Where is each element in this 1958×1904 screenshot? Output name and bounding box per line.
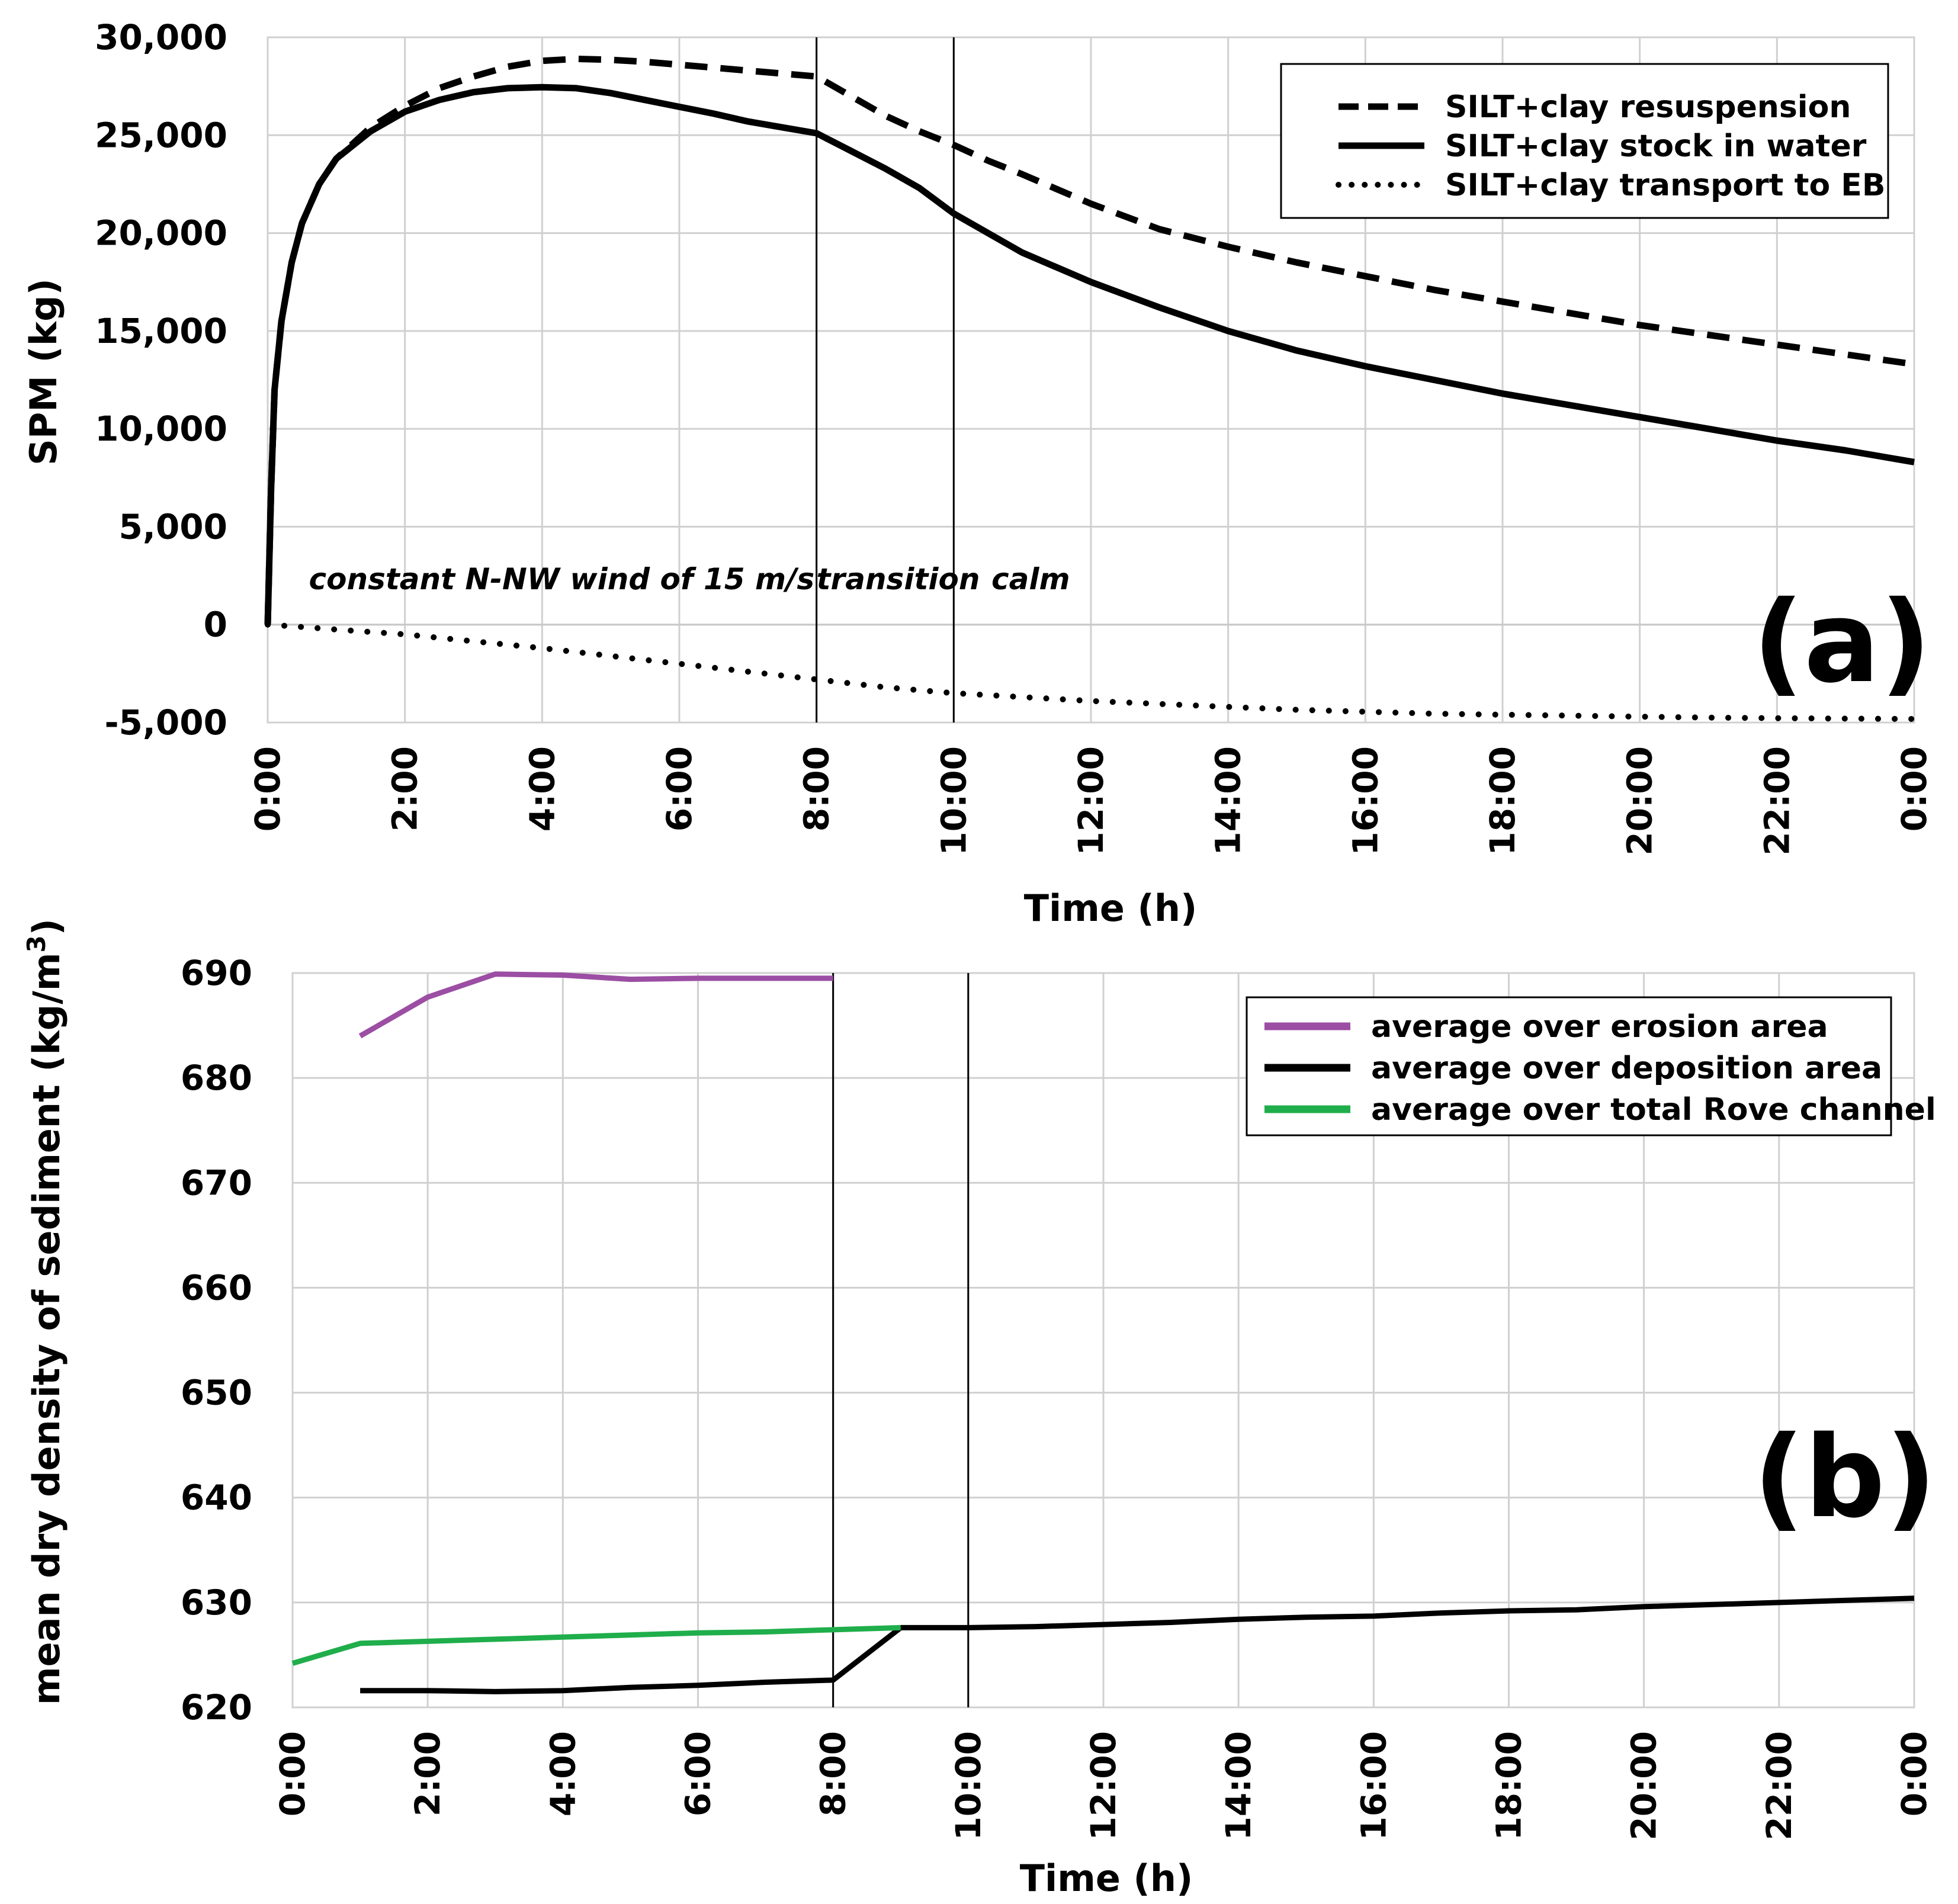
plot-frame-a bbox=[267, 36, 1915, 724]
x-tick-label: 16:00 bbox=[1345, 746, 1385, 856]
legend-label: SILT+clay resuspension bbox=[1445, 89, 1851, 125]
y-tick-label: 10,000 bbox=[95, 409, 227, 449]
y-tick-labels-a: 30,000 25,000 20,000 15,000 10,000 5,000 0 -5,0… bbox=[95, 17, 227, 743]
x-tick-label: 2:00 bbox=[385, 746, 425, 831]
y-tick-labels-b: 690 680 670 660 650 640 630 620 bbox=[181, 953, 252, 1728]
x-tick-label: 0:00 bbox=[1894, 746, 1934, 831]
y-tick-label: 670 bbox=[181, 1163, 252, 1203]
chart-panel-b: 690 680 670 660 650 640 630 620 0:00 2:00 4:00 6:0… bbox=[22, 919, 1937, 1900]
x-tick-labels-a: 0:00 2:00 4:00 6:00 8:00 10:00 12:00 14:00 16:00… bbox=[248, 746, 1934, 856]
x-tick-label: 4:00 bbox=[543, 1731, 583, 1816]
x-tick-label: 6:00 bbox=[678, 1731, 718, 1816]
legend-label: SILT+clay stock in water bbox=[1445, 129, 1867, 164]
x-tick-label: 18:00 bbox=[1489, 1731, 1529, 1841]
x-tick-label: 18:00 bbox=[1482, 746, 1523, 856]
y-axis-title-b-main: mean dry density of sediment (kg/m bbox=[25, 953, 68, 1706]
legend-box-a bbox=[1280, 63, 1889, 219]
x-tick-label: 2:00 bbox=[407, 1731, 448, 1816]
y-tick-label: 30,000 bbox=[95, 17, 227, 57]
y-tick-label: 0 bbox=[204, 605, 227, 645]
x-tick-label: 22:00 bbox=[1757, 746, 1797, 856]
x-tick-label: 4:00 bbox=[522, 746, 562, 831]
series-line-3 bbox=[265, 621, 1917, 722]
phase-lines-b bbox=[832, 973, 970, 1707]
phase-lines-a bbox=[816, 37, 955, 723]
panel-label-a: (a) bbox=[1752, 577, 1931, 708]
annotation: calm bbox=[991, 562, 1070, 596]
annotation: constant N-NW wind of 15 m/s bbox=[309, 562, 815, 596]
x-tick-label: 6:00 bbox=[659, 746, 699, 831]
legend-entries-b: average over erosion area average over de… bbox=[1264, 1009, 1936, 1128]
series-line-1 bbox=[358, 971, 833, 1039]
x-tick-label: 20:00 bbox=[1620, 746, 1660, 856]
x-tick-label: 14:00 bbox=[1208, 746, 1248, 856]
x-tick-label: 12:00 bbox=[1083, 1731, 1124, 1841]
x-tick-label: 12:00 bbox=[1071, 746, 1111, 856]
x-tick-label: 22:00 bbox=[1759, 1731, 1799, 1841]
series-line-2 bbox=[360, 1595, 1915, 1694]
y-tick-label: 630 bbox=[181, 1582, 252, 1623]
annotation: transition bbox=[817, 562, 980, 596]
x-axis-title-a: Time (h) bbox=[1024, 887, 1198, 930]
y-axis-title-b-close: ) bbox=[25, 919, 68, 935]
y-axis-title-b-sup: 3 bbox=[22, 935, 51, 952]
y-tick-label: 660 bbox=[181, 1267, 252, 1308]
x-tick-label: 8:00 bbox=[813, 1731, 853, 1816]
y-tick-label: 650 bbox=[181, 1373, 252, 1413]
y-tick-label: 640 bbox=[181, 1478, 252, 1518]
x-tick-label: 14:00 bbox=[1218, 1731, 1259, 1841]
series-b bbox=[291, 971, 1915, 1694]
x-tick-label: 0:00 bbox=[272, 1731, 313, 1816]
annotations-a: constant N-NW wind of 15 m/s transition ca… bbox=[309, 562, 1070, 596]
y-tick-label: -5,000 bbox=[104, 702, 227, 743]
x-tick-label: 10:00 bbox=[948, 1731, 988, 1841]
chart-panel-a: 30,000 25,000 20,000 15,000 10,000 5,000 0 -5,0… bbox=[22, 17, 1934, 930]
x-tick-label: 10:00 bbox=[933, 746, 974, 856]
x-tick-label: 0:00 bbox=[248, 746, 288, 831]
legend-label: SILT+clay transport to EB bbox=[1445, 168, 1885, 203]
legend-b: average over erosion area average over de… bbox=[1246, 996, 1936, 1136]
legend-entries-a: SILT+clay resuspension SILT+clay stock in… bbox=[1336, 89, 1885, 203]
y-tick-label: 25,000 bbox=[95, 115, 227, 155]
legend-box-b bbox=[1246, 996, 1892, 1136]
x-tick-label: 16:00 bbox=[1353, 1731, 1394, 1841]
x-tick-label: 0:00 bbox=[1894, 1731, 1934, 1816]
y-tick-label: 15,000 bbox=[95, 311, 227, 351]
y-tick-label: 620 bbox=[181, 1687, 252, 1728]
series-line-2 bbox=[264, 84, 1915, 625]
legend-a: SILT+clay resuspension SILT+clay stock in… bbox=[1280, 63, 1889, 219]
x-tick-label: 8:00 bbox=[797, 746, 837, 831]
legend-label: average over total Rove channel bbox=[1371, 1092, 1936, 1128]
series-line-3 bbox=[291, 1624, 901, 1666]
plot-frame-b bbox=[291, 972, 1915, 1709]
panel-label-b: (b) bbox=[1753, 1412, 1937, 1543]
y-axis-title-a: SPM (kg) bbox=[22, 278, 65, 465]
legend-label: average over erosion area bbox=[1371, 1009, 1828, 1045]
x-axis-title-b: Time (h) bbox=[1020, 1857, 1193, 1900]
y-tick-label: 680 bbox=[181, 1058, 252, 1098]
legend-label: average over deposition area bbox=[1371, 1051, 1882, 1086]
y-tick-label: 5,000 bbox=[119, 506, 227, 547]
y-tick-label: 690 bbox=[181, 953, 252, 993]
x-tick-labels-b: 0:00 2:00 4:00 6:00 8:00 10:00 12:00 14:00 16:00… bbox=[272, 1731, 1934, 1841]
series-a bbox=[264, 55, 1917, 722]
y-tick-label: 20,000 bbox=[95, 213, 227, 253]
y-axis-title-b: mean dry density of sediment (kg/m3) bbox=[22, 919, 69, 1705]
x-tick-label: 20:00 bbox=[1624, 1731, 1664, 1841]
